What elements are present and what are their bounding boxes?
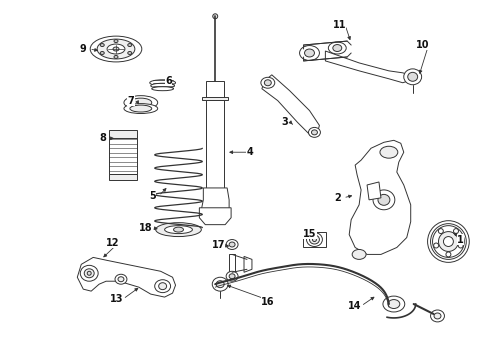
Ellipse shape (299, 46, 319, 60)
Text: 9: 9 (80, 44, 87, 54)
Ellipse shape (150, 80, 175, 86)
Text: 7: 7 (127, 96, 134, 105)
Ellipse shape (404, 69, 421, 85)
Ellipse shape (151, 83, 174, 88)
Text: 4: 4 (246, 147, 253, 157)
Polygon shape (367, 182, 381, 200)
Text: 17: 17 (212, 240, 225, 251)
Bar (109, 136, 137, 174)
Ellipse shape (229, 274, 235, 279)
Ellipse shape (118, 277, 124, 282)
Ellipse shape (107, 44, 125, 54)
Ellipse shape (130, 105, 152, 112)
Ellipse shape (114, 55, 118, 58)
Ellipse shape (333, 45, 342, 51)
Bar (109, 174, 137, 180)
Text: 11: 11 (333, 20, 346, 30)
Ellipse shape (226, 271, 238, 281)
Ellipse shape (264, 80, 271, 86)
Ellipse shape (155, 280, 171, 293)
Text: 13: 13 (110, 294, 124, 304)
Polygon shape (202, 96, 228, 100)
Ellipse shape (100, 51, 104, 54)
Polygon shape (244, 256, 252, 272)
Text: 3: 3 (281, 117, 288, 127)
Polygon shape (201, 188, 229, 210)
Ellipse shape (229, 242, 235, 247)
Ellipse shape (352, 249, 366, 260)
Text: 18: 18 (139, 222, 152, 233)
Polygon shape (325, 51, 409, 83)
Ellipse shape (454, 229, 459, 234)
Ellipse shape (383, 296, 405, 312)
Bar (206, 81, 224, 99)
Text: 2: 2 (334, 193, 341, 203)
Ellipse shape (305, 49, 315, 57)
Ellipse shape (433, 226, 465, 257)
Ellipse shape (378, 194, 390, 205)
Ellipse shape (130, 98, 152, 107)
Ellipse shape (156, 223, 201, 237)
Ellipse shape (90, 36, 142, 62)
Ellipse shape (443, 237, 453, 247)
Ellipse shape (312, 130, 318, 135)
Ellipse shape (380, 146, 398, 158)
Ellipse shape (261, 77, 275, 88)
Ellipse shape (446, 252, 451, 257)
Ellipse shape (100, 44, 104, 46)
Ellipse shape (434, 243, 439, 248)
Ellipse shape (307, 233, 322, 247)
Ellipse shape (173, 227, 183, 232)
Ellipse shape (124, 96, 158, 109)
Polygon shape (199, 208, 231, 225)
Ellipse shape (431, 310, 444, 322)
Ellipse shape (159, 283, 167, 290)
Text: 5: 5 (149, 191, 156, 201)
Ellipse shape (97, 39, 135, 59)
Ellipse shape (226, 239, 238, 249)
Ellipse shape (87, 271, 91, 275)
Text: 1: 1 (457, 234, 464, 244)
Ellipse shape (128, 51, 132, 54)
Text: 12: 12 (106, 238, 120, 248)
Bar (229, 255, 235, 272)
Bar (206, 100, 224, 189)
Ellipse shape (114, 40, 118, 42)
Ellipse shape (373, 190, 395, 210)
Text: 15: 15 (303, 229, 316, 239)
Ellipse shape (439, 229, 443, 234)
Ellipse shape (212, 277, 228, 291)
Text: 14: 14 (348, 301, 362, 311)
Text: 6: 6 (165, 76, 172, 86)
Ellipse shape (458, 243, 463, 248)
Ellipse shape (113, 47, 119, 51)
Ellipse shape (152, 87, 173, 91)
Ellipse shape (428, 221, 469, 262)
Text: 10: 10 (416, 40, 429, 50)
Ellipse shape (213, 14, 218, 19)
Ellipse shape (408, 72, 417, 81)
Ellipse shape (328, 42, 346, 54)
Ellipse shape (80, 265, 98, 281)
Ellipse shape (439, 231, 458, 251)
Polygon shape (77, 257, 175, 297)
Ellipse shape (309, 127, 320, 137)
Bar (109, 130, 137, 138)
Ellipse shape (165, 226, 193, 234)
Ellipse shape (84, 269, 94, 278)
Ellipse shape (216, 281, 224, 288)
Polygon shape (349, 140, 411, 255)
Ellipse shape (310, 235, 319, 244)
Text: 8: 8 (99, 133, 106, 143)
Text: 16: 16 (261, 297, 274, 307)
Ellipse shape (434, 313, 441, 319)
Ellipse shape (124, 104, 158, 113)
Ellipse shape (115, 274, 127, 284)
Polygon shape (262, 75, 319, 136)
Ellipse shape (128, 44, 132, 46)
Ellipse shape (313, 238, 317, 242)
Ellipse shape (388, 300, 400, 309)
Bar (302, 231, 326, 247)
